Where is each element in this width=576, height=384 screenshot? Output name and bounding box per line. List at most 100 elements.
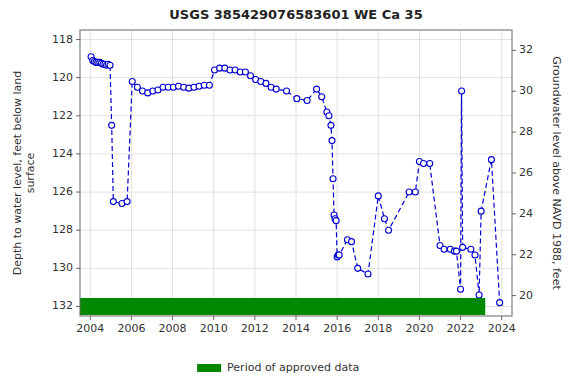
- data-point: [497, 300, 503, 306]
- approved-band: [80, 298, 485, 315]
- tick-y: [76, 306, 80, 307]
- grid-line-y: [80, 115, 512, 116]
- tick-x: [296, 316, 297, 320]
- tick-y2: [512, 50, 516, 51]
- grid-line-y: [80, 39, 512, 40]
- data-point: [329, 138, 335, 144]
- plot-data: [80, 54, 503, 315]
- tick-label-x: 2004: [76, 322, 104, 335]
- data-point: [412, 189, 418, 195]
- data-point: [273, 86, 279, 92]
- tick-x: [460, 316, 461, 320]
- grid: [80, 30, 512, 316]
- data-point: [478, 208, 484, 214]
- tick-y2: [512, 132, 516, 133]
- tick-label-y2: 28: [519, 125, 533, 138]
- data-point: [284, 88, 290, 94]
- grid-line-x: [296, 30, 297, 316]
- tick-label-y: 122: [52, 109, 73, 122]
- tick-label-y2: 32: [519, 43, 533, 56]
- grid-line-x: [254, 30, 255, 316]
- tick-y: [76, 268, 80, 269]
- tick-y2: [512, 173, 516, 174]
- tick-label-y2: 24: [519, 207, 533, 220]
- axis-label-y-line: surface: [24, 152, 37, 193]
- grid-line-y: [80, 230, 512, 231]
- data-point: [381, 216, 387, 222]
- tick-label-x: 2014: [282, 322, 310, 335]
- data-point: [460, 244, 466, 250]
- data-point: [333, 218, 339, 224]
- grid-line-x: [172, 30, 173, 316]
- title: USGS 385429076583601 WE Ca 35: [169, 7, 422, 22]
- grid-line-x: [337, 30, 338, 316]
- tick-label-x: 2010: [200, 322, 228, 335]
- data-point: [441, 246, 447, 252]
- data-point: [472, 252, 478, 258]
- tick-x: [378, 316, 379, 320]
- data-point: [328, 122, 334, 128]
- tick-label-y2: 30: [519, 84, 533, 97]
- tick-label-x: 2006: [117, 322, 145, 335]
- tick-y: [76, 153, 80, 154]
- grid-line-y: [80, 153, 512, 154]
- tick-y: [76, 39, 80, 40]
- tick-label-y: 132: [52, 299, 73, 312]
- data-point: [124, 199, 130, 205]
- grid-line-x: [90, 30, 91, 316]
- data-point: [314, 86, 320, 92]
- tick-label-y2: 26: [519, 166, 533, 179]
- data-point: [421, 160, 427, 166]
- tick-y2: [512, 295, 516, 296]
- legend: Period of approved data: [197, 361, 359, 374]
- data-point: [294, 96, 300, 102]
- data-point: [406, 189, 412, 195]
- axes: 2004200620082010201220142016201820202022…: [52, 33, 533, 335]
- tick-label-y: 118: [52, 33, 73, 46]
- legend-label: Period of approved data: [227, 361, 359, 374]
- data-point: [129, 78, 135, 84]
- data-point: [110, 199, 116, 205]
- data-point: [459, 88, 465, 94]
- tick-x: [213, 316, 214, 320]
- tick-y: [76, 192, 80, 193]
- tick-label-x: 2016: [323, 322, 351, 335]
- data-point: [427, 160, 433, 166]
- series-line: [91, 57, 500, 303]
- tick-x: [419, 316, 420, 320]
- data-point: [488, 157, 494, 163]
- grid-line-x: [419, 30, 420, 316]
- data-point: [453, 248, 459, 254]
- tick-y: [76, 115, 80, 116]
- tick-label-x: 2018: [364, 322, 392, 335]
- data-point: [349, 239, 355, 245]
- grid-line-y: [80, 268, 512, 269]
- chart: 2004200620082010201220142016201820202022…: [0, 0, 576, 384]
- data-point: [375, 193, 381, 199]
- tick-x: [501, 316, 502, 320]
- axis-label-y2-line: Groundwater level above NAVD 1988, feet: [550, 56, 563, 290]
- tick-y: [76, 230, 80, 231]
- tick-x: [131, 316, 132, 320]
- tick-label-y: 128: [52, 223, 73, 236]
- tick-x: [254, 316, 255, 320]
- data-point: [458, 286, 464, 292]
- data-point: [355, 265, 361, 271]
- grid-line-x: [378, 30, 379, 316]
- data-point: [386, 227, 392, 233]
- data-point: [304, 98, 310, 104]
- data-point: [206, 82, 212, 88]
- tick-label-x: 2022: [447, 322, 475, 335]
- data-point: [107, 62, 113, 68]
- tick-label-y2: 20: [519, 289, 533, 302]
- data-point: [319, 94, 325, 100]
- axis-label-y: Depth to water level, feet below land su…: [11, 71, 37, 276]
- grid-line-x: [131, 30, 132, 316]
- tick-label-y: 124: [52, 147, 73, 160]
- tick-x: [337, 316, 338, 320]
- axis-label-y-line: Depth to water level, feet below land: [11, 71, 24, 276]
- tick-label-y: 130: [52, 261, 73, 274]
- grid-line-y: [80, 192, 512, 193]
- tick-x: [172, 316, 173, 320]
- axis-label-y2: Groundwater level above NAVD 1988, feet: [550, 56, 563, 290]
